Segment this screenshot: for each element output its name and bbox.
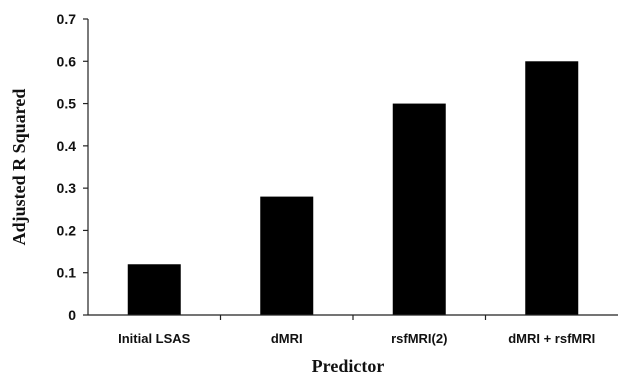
x-axis-category-labels: Initial LSAS dMRI rsfMRI(2) dMRI + rsfMRI <box>118 315 595 346</box>
x-axis-title: Predictor <box>312 356 385 376</box>
y-tick-label: 0 <box>68 307 76 323</box>
bar-initial-lsas <box>127 264 181 315</box>
x-category-label: Initial LSAS <box>118 331 191 346</box>
y-tick-label: 0.6 <box>57 53 77 69</box>
y-tick-label: 0.3 <box>57 180 77 196</box>
y-tick-label: 0.4 <box>57 138 77 154</box>
y-tick-label: 0.2 <box>57 222 77 238</box>
bar-rsfmri-2 <box>392 103 446 315</box>
y-axis-title: Adjusted R Squared <box>9 89 29 246</box>
y-tick-label: 0.5 <box>57 96 77 112</box>
y-tick-label: 0.7 <box>57 11 77 27</box>
bar-dmri-rsfmri <box>525 61 579 316</box>
bars <box>127 61 579 316</box>
x-category-label: dMRI + rsfMRI <box>508 331 595 346</box>
y-tick-label: 0.1 <box>57 265 77 281</box>
y-axis-ticks: 0 0.1 0.2 0.3 0.4 0.5 0.6 0.7 <box>57 11 88 323</box>
x-category-label: dMRI <box>271 331 303 346</box>
x-category-label: rsfMRI(2) <box>391 331 447 346</box>
bar-dmri <box>260 196 314 315</box>
